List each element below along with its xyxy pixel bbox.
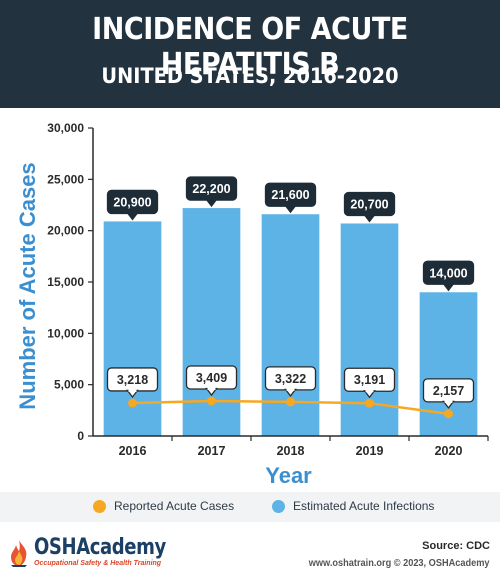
legend-item-reported: Reported Acute Cases [93,499,234,513]
y-tick-label: 10,000 [47,326,84,340]
line-data-label-pointer-mask [444,399,453,403]
x-tick-label: 2018 [277,444,305,458]
copyright-note[interactable]: www.oshatrain.org © 2023, OSHAcademy [309,558,490,569]
y-axis-title: Number of Acute Cases [15,162,40,409]
line-point-2019 [365,398,374,408]
bar-data-label-label: 14,000 [429,266,467,280]
line-data-label-label: 3,322 [275,372,306,386]
line-data-label-pointer-mask [365,389,374,393]
bar-data-label-label: 20,700 [350,197,388,211]
legend-label-reported: Reported Acute Cases [114,499,235,513]
logo-subtext: Occupational Safety & Health Training [34,560,162,567]
bar-data-label-label: 20,900 [113,195,151,209]
chart-area: 0 5,000 10,000 15,000 20,000 25,000 30,000 2016… [0,108,500,490]
legend-item-estimated: Estimated Acute Infections [272,499,434,513]
line-point-2017 [207,396,216,406]
bar-data-label: 22,200 [185,176,238,208]
line-data-label: 3,409 [185,365,238,397]
chart-title: INCIDENCE OF ACUTE HEPATITIS B [92,12,408,82]
legend-swatch-estimated [272,499,285,513]
line-point-2020 [444,409,453,419]
source-note: Source: CDC [422,540,490,552]
line-data-label-label: 3,218 [117,373,148,387]
bar-data-label-pointer-mask [444,282,453,286]
x-tick-label: 2017 [198,444,226,458]
line-data-label: 3,322 [264,366,317,397]
bar-data-label-pointer-mask [286,204,295,208]
line-data-label: 2,157 [422,378,475,409]
oshacademy-logo[interactable]: OSHAcademy Occupational Safety & Health … [8,535,168,573]
legend-label-estimated: Estimated Acute Infections [293,499,435,513]
line-data-label: 3,218 [106,367,159,399]
line-data-label-pointer-mask [128,388,137,392]
y-tick-label: 0 [77,429,84,443]
line-data-label-pointer-mask [207,387,216,391]
y-tick-label: 20,000 [47,224,84,238]
x-tick-label: 2019 [356,444,384,458]
bar-data-label-pointer-mask [207,198,216,202]
logo-text: OSHAcademy [34,535,166,560]
x-axis-title: Year [265,463,312,488]
footer: OSHAcademy Occupational Safety & Health … [0,525,500,575]
legend-swatch-reported [93,499,106,513]
line-point-2016 [128,398,137,408]
line-data-label-label: 3,191 [354,373,385,387]
x-tick-label: 2016 [119,444,147,458]
x-tick-label: 2020 [435,444,463,458]
y-tick-label: 30,000 [47,121,84,135]
line-data-label-label: 3,409 [196,371,227,385]
chart-subtitle: UNITED STATES, 2016-2020 [101,64,399,88]
legend: Reported Acute Cases Estimated Acute Inf… [0,492,500,522]
bar-data-label-label: 22,200 [192,182,230,196]
bar-data-label: 20,900 [106,189,159,221]
bar-data-label: 21,600 [264,182,317,214]
line-point-2018 [286,397,295,407]
bar-data-label-label: 21,600 [271,188,309,202]
bar-data-label-pointer-mask [128,211,137,215]
line-data-label: 3,191 [343,367,396,399]
y-tick-label: 25,000 [47,172,84,186]
bar-data-label: 20,700 [343,191,396,223]
flame-icon [11,540,27,567]
line-data-label-label: 2,157 [433,384,464,398]
bar-data-label: 14,000 [422,260,475,292]
y-tick-label: 5,000 [54,378,84,392]
line-data-label-pointer-mask [286,387,295,391]
bar-data-label-pointer-mask [365,213,374,217]
header-banner: INCIDENCE OF ACUTE HEPATITIS B UNITED ST… [0,0,500,108]
y-tick-label: 15,000 [47,275,84,289]
chart-svg: 0 5,000 10,000 15,000 20,000 25,000 30,000 2016… [15,121,489,488]
